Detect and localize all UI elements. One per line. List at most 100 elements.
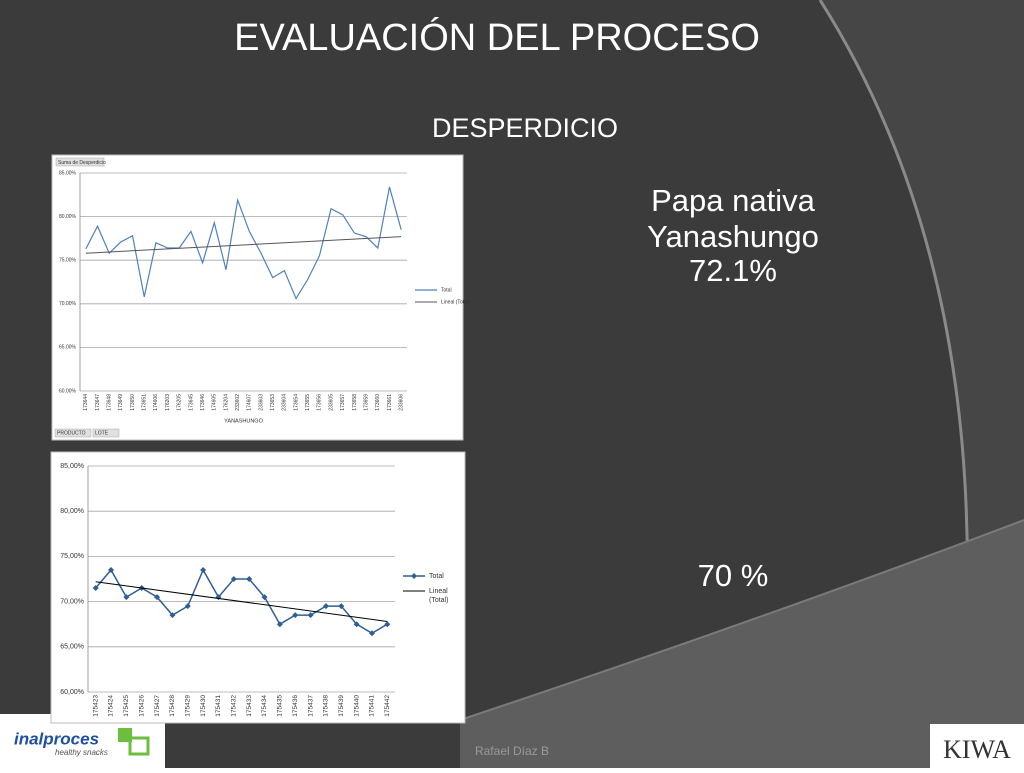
x-tick-label: 173650 <box>130 394 136 411</box>
point <box>184 603 191 610</box>
x-tick-label: 173649 <box>118 394 124 411</box>
x-tick-label: 175434 <box>261 695 268 717</box>
x-tick-label: 233606 <box>398 394 404 411</box>
y-tick-label: 80,00% <box>60 508 84 515</box>
legend-label: Lineal (Total) <box>429 588 448 604</box>
x-tick-label: 174606 <box>153 394 159 411</box>
x-tick-label: 233605 <box>328 394 334 411</box>
product-line: Yanashungo <box>647 219 819 254</box>
x-tick-label: 175430 <box>200 695 207 717</box>
x-tick-label: 174607 <box>247 394 253 411</box>
legend-label: Total <box>429 573 444 580</box>
y-tick-label: 70,00% <box>60 598 84 605</box>
filter-label: PRODUCTO <box>57 430 86 436</box>
x-tick-label: 175423 <box>92 695 99 717</box>
chart-frame <box>50 451 466 724</box>
product-line: 72.1% <box>689 253 777 288</box>
y-tick-label: 85,00% <box>60 463 84 470</box>
x-tick-label: 173647 <box>95 394 101 411</box>
point <box>368 630 375 637</box>
x-tick-label: 175441 <box>369 695 376 717</box>
y-tick-label: 70.00% <box>59 301 77 307</box>
y-tick-label: 60.00% <box>59 388 77 394</box>
x-tick-label: 175435 <box>277 695 284 717</box>
legend-marker <box>411 573 417 579</box>
x-axis-label: YANASHUNGO <box>224 418 263 424</box>
x-tick-label: 173645 <box>188 394 194 411</box>
x-tick-label: 175436 <box>292 695 299 717</box>
chart: 60,00% 65,00% 70,00% 75,00% 80,00% 85,00% 1754… <box>50 451 466 724</box>
field-button <box>55 157 105 167</box>
background-wedge <box>460 520 1024 768</box>
x-tick-label: 173657 <box>340 394 346 411</box>
legend-label: Lineal (Total) <box>441 299 470 305</box>
logo-left-tagline: healthy snacks <box>55 748 108 757</box>
charts: 60.00% 65.00% 70.00% 75.00% 80.00% 85.00% 1736… <box>50 154 470 724</box>
series-line <box>85 186 402 300</box>
point <box>261 594 268 601</box>
x-tick-label: 173655 <box>305 394 311 411</box>
target-value: 70 % <box>698 558 769 593</box>
trend-line <box>95 581 388 622</box>
logo-right-box <box>930 724 1024 768</box>
x-tick-label: 175424 <box>108 695 115 717</box>
x-tick-label: 175442 <box>384 695 391 717</box>
point <box>246 576 253 582</box>
x-tick-label: 174605 <box>212 394 218 411</box>
x-tick-label: 175437 <box>307 695 314 717</box>
x-tick-label: 173654 <box>293 394 299 411</box>
point <box>307 612 314 619</box>
x-tick-label: 175439 <box>338 695 345 717</box>
point <box>169 612 176 619</box>
x-tick-label: 175432 <box>231 695 238 717</box>
x-tick-label: 175438 <box>323 695 330 717</box>
product-line: Papa nativa <box>651 183 815 218</box>
point <box>123 594 130 601</box>
logo-left: inalproces <box>14 729 99 748</box>
x-tick-label: 233603 <box>258 394 264 411</box>
x-tick-label: 173656 <box>317 394 323 411</box>
x-tick-label: 175427 <box>154 695 161 717</box>
filter-button <box>92 428 120 438</box>
y-tick-label: 60,00% <box>60 689 84 696</box>
logo-left-icon <box>128 736 150 756</box>
x-tick-label: 176205 <box>177 394 183 411</box>
x-tick-label: 175425 <box>123 695 130 717</box>
x-tick-label: 175428 <box>169 695 176 717</box>
point <box>108 566 115 573</box>
slide-title: EVALUACIÓN DEL PROCESO <box>234 16 760 59</box>
x-tick-label: 176203 <box>165 394 171 411</box>
x-tick-label: 175429 <box>184 695 191 717</box>
y-tick-label: 65.00% <box>59 345 77 351</box>
point <box>200 566 207 573</box>
filter-button <box>54 428 92 438</box>
x-tick-label: 175431 <box>215 695 222 717</box>
point <box>276 621 283 628</box>
point <box>322 603 329 610</box>
point <box>384 621 391 628</box>
logo-right: KIWA <box>943 735 1011 764</box>
point <box>292 612 299 619</box>
x-tick-label: 173651 <box>142 394 148 411</box>
x-tick-label: 173658 <box>352 394 358 411</box>
author: Rafael Díaz B <box>475 744 549 758</box>
x-tick-label: 173659 <box>363 394 369 411</box>
slide-subtitle: DESPERDICIO <box>432 113 618 143</box>
chart-frame <box>51 154 464 441</box>
y-tick-label: 80.00% <box>59 214 77 220</box>
x-tick-label: 173646 <box>200 394 206 411</box>
trend-line <box>85 236 402 254</box>
point <box>230 576 237 582</box>
y-tick-label: 65,00% <box>60 644 84 651</box>
x-tick-label: 173644 <box>83 394 89 411</box>
point <box>338 603 345 610</box>
x-tick-label: 175426 <box>138 695 145 717</box>
x-tick-label: 173660 <box>375 394 381 411</box>
y-tick-label: 75.00% <box>59 258 77 264</box>
x-tick-label: 233604 <box>282 394 288 411</box>
x-tick-label: 175433 <box>246 695 253 717</box>
x-tick-label: 173653 <box>270 394 276 411</box>
point <box>92 585 99 592</box>
y-tick-label: 85.00% <box>59 170 77 176</box>
